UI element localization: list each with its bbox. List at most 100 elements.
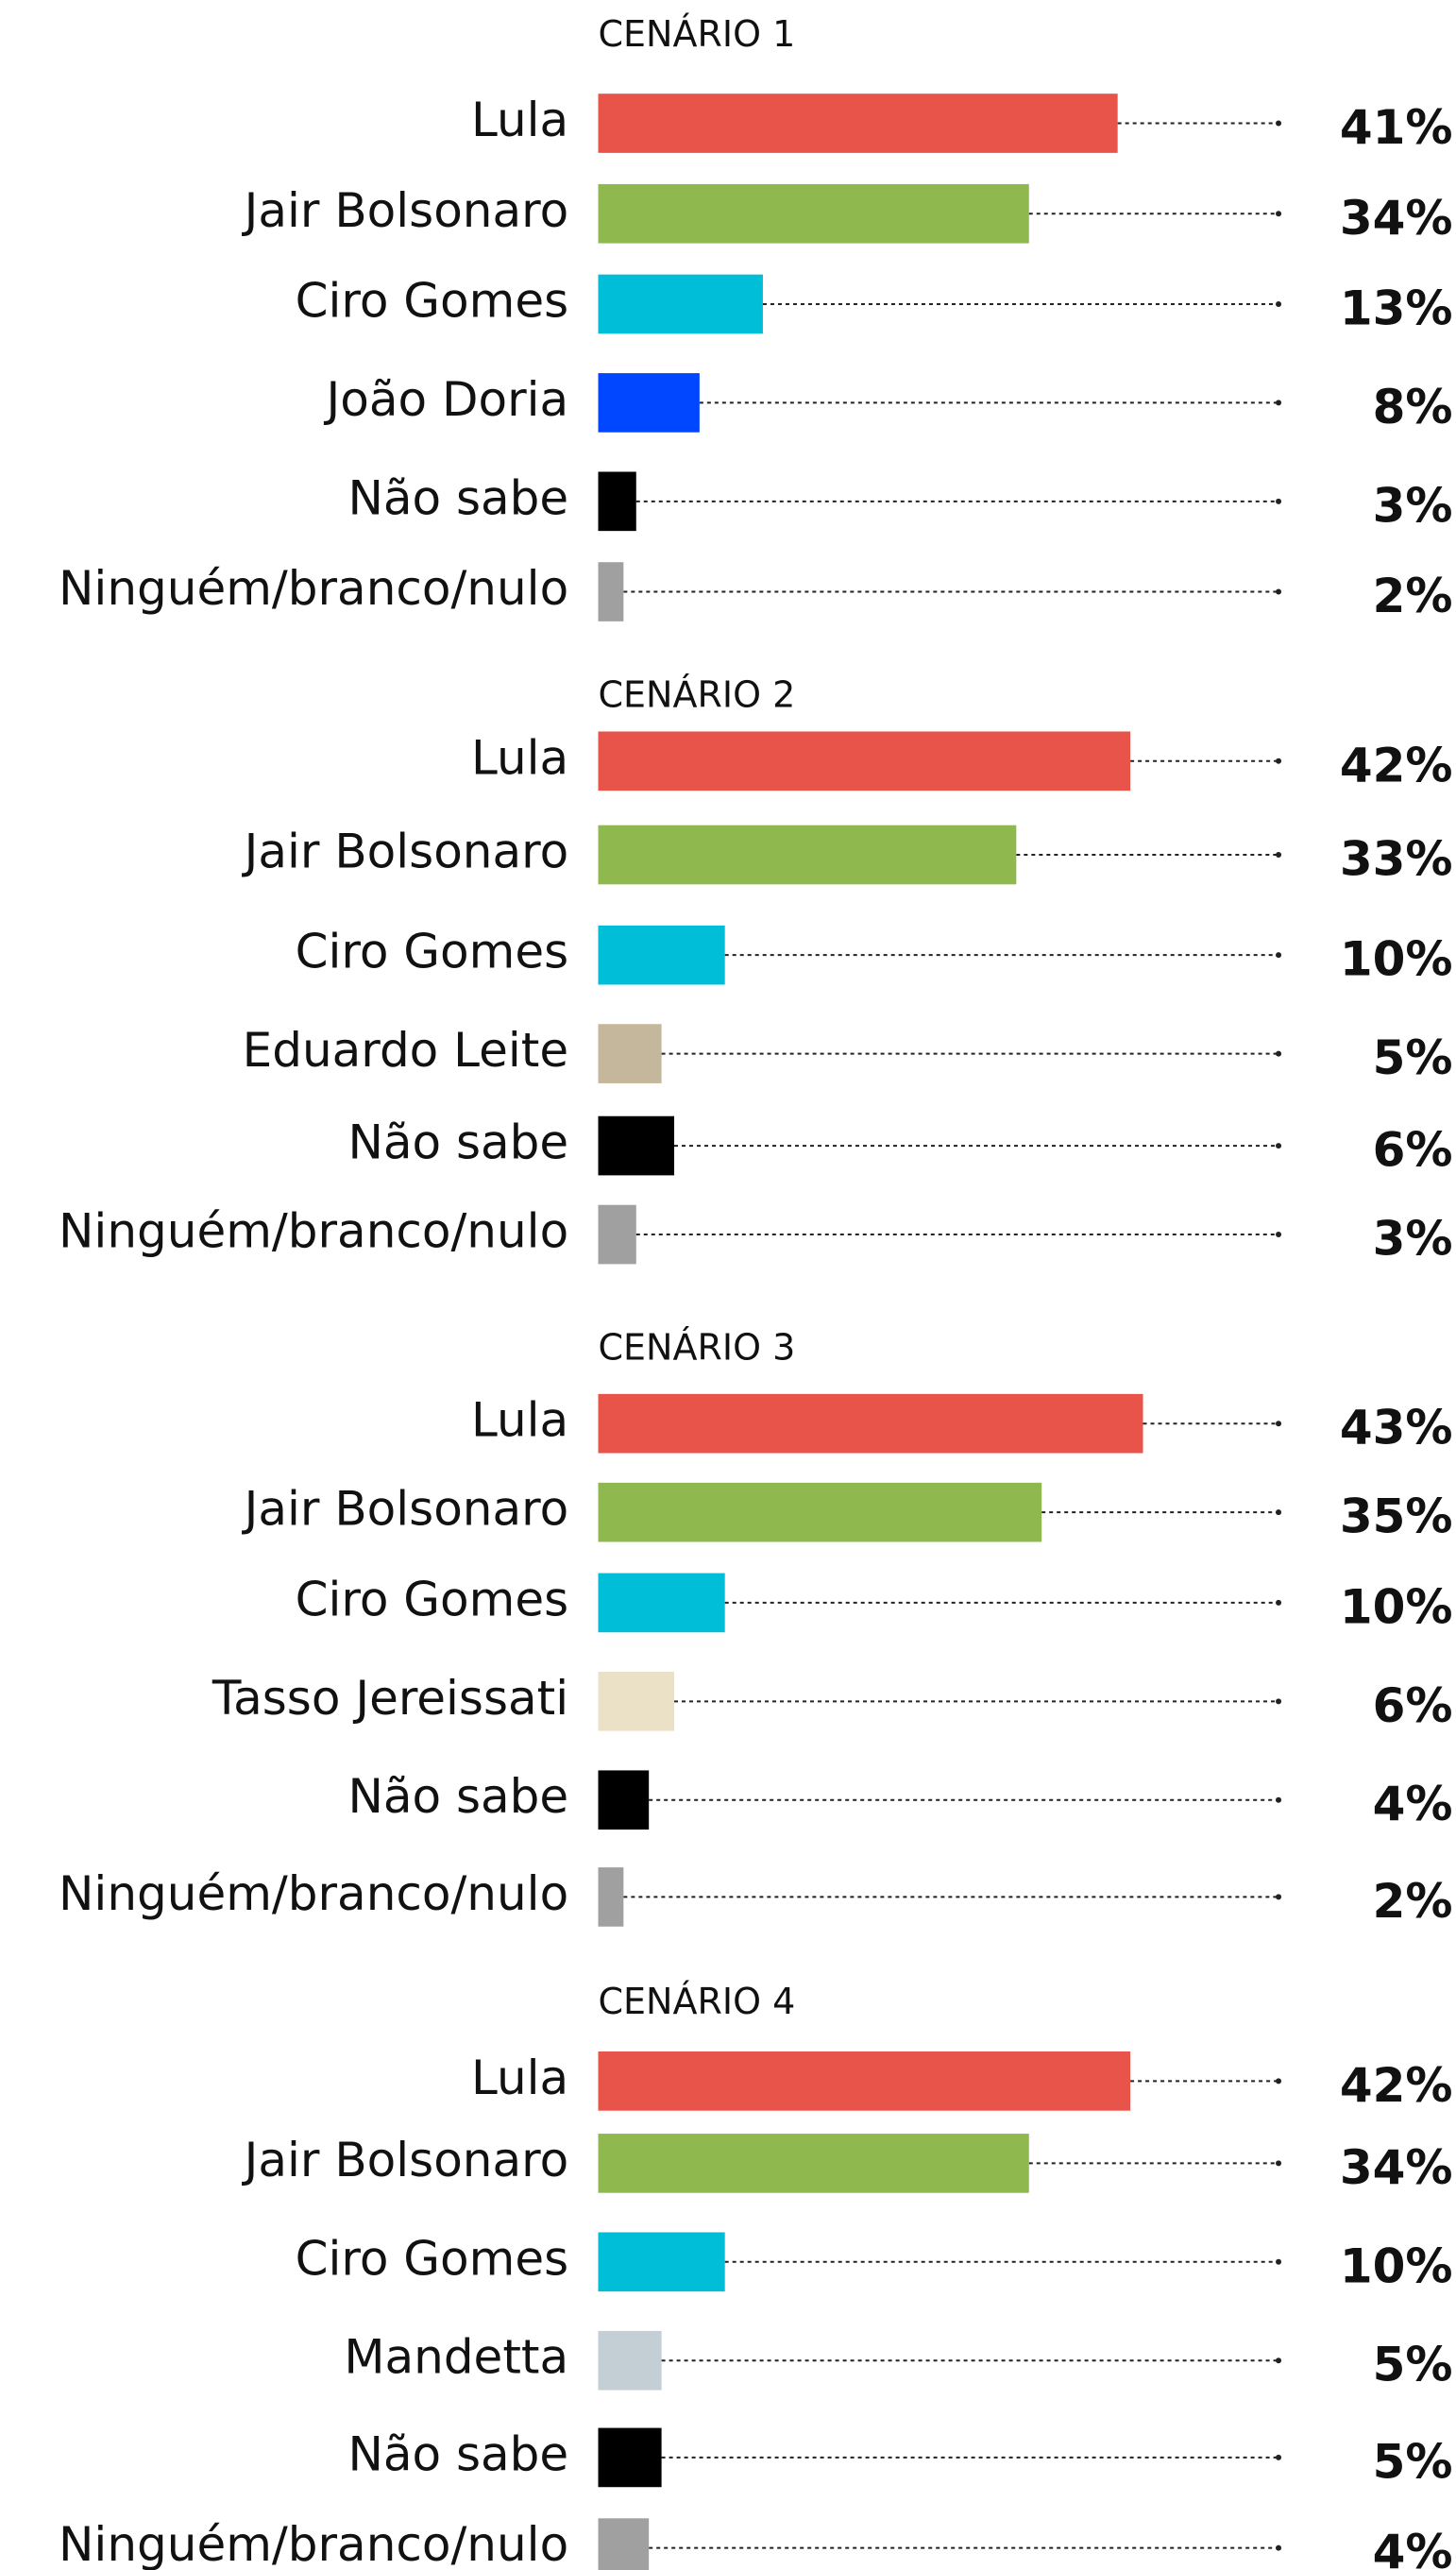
category-label: Ninguém/branco/nulo [59, 561, 568, 616]
bar [598, 2427, 662, 2488]
value-label: 34% [1340, 191, 1453, 246]
bar [598, 274, 763, 334]
category-label: Eduardo Leite [243, 1023, 569, 1078]
bar [598, 731, 1131, 791]
value-label: 3% [1373, 478, 1453, 533]
leader-dot [1276, 2454, 1282, 2460]
category-label: Jair Bolsonaro [242, 2133, 569, 2187]
value-label: 5% [1373, 1030, 1453, 1085]
scenario-title: CENÁRIO 1 [599, 13, 796, 55]
bar [598, 2330, 662, 2391]
bar [598, 2051, 1131, 2111]
leader-dot [1276, 400, 1282, 406]
category-label: Ninguém/branco/nulo [59, 2517, 568, 2570]
leader-dot [1276, 300, 1282, 307]
leader-dot [1276, 1143, 1282, 1149]
category-label: Lula [471, 1393, 568, 1448]
leader-dot [1276, 1232, 1282, 1238]
leader-dot [1276, 1050, 1282, 1057]
leader-dot [1276, 120, 1282, 127]
value-label: 4% [1373, 1777, 1453, 1831]
bar [598, 1115, 675, 1176]
category-label: Ciro Gomes [296, 1572, 569, 1626]
leader-dot [1276, 952, 1282, 959]
value-label: 42% [1340, 738, 1453, 792]
category-label: Lula [471, 93, 568, 147]
bar [598, 1573, 725, 1633]
leader-dot [1276, 1894, 1282, 1900]
category-label: Ciro Gomes [296, 2231, 569, 2286]
leader-dot [1276, 1509, 1282, 1516]
category-label: Não sabe [347, 1769, 568, 1824]
bar [598, 2232, 725, 2292]
bar [598, 1482, 1042, 1542]
value-label: 43% [1340, 1401, 1453, 1455]
value-label: 34% [1340, 2140, 1453, 2195]
category-label: Ciro Gomes [296, 273, 569, 328]
leader-dot [1276, 588, 1282, 595]
leader-dot [1276, 1698, 1282, 1705]
bar [598, 1671, 675, 1731]
value-label: 2% [1373, 1874, 1453, 1929]
category-label: Lula [471, 730, 568, 785]
bar [598, 94, 1118, 153]
leader-dot [1276, 498, 1282, 504]
leader-dot [1276, 2544, 1282, 2551]
bar [598, 1770, 650, 1830]
value-label: 13% [1340, 281, 1453, 335]
bar [598, 825, 1017, 885]
scenario-title: CENÁRIO 4 [599, 1981, 796, 2022]
value-label: 41% [1340, 100, 1453, 155]
bar [598, 2518, 650, 2570]
value-label: 6% [1373, 1123, 1453, 1178]
leader-dot [1276, 1796, 1282, 1803]
category-label: Não sabe [347, 470, 568, 525]
bar [598, 925, 725, 985]
value-label: 35% [1340, 1489, 1453, 1544]
bar [598, 1204, 636, 1265]
bar [598, 2134, 1029, 2193]
leader-dot [1276, 211, 1282, 217]
bar [598, 183, 1029, 244]
value-label: 10% [1340, 932, 1453, 987]
category-label: Jair Bolsonaro [242, 825, 569, 879]
value-label: 42% [1340, 2058, 1453, 2113]
bar [598, 373, 700, 433]
bar [598, 1867, 624, 1927]
category-label: Ninguém/branco/nulo [59, 1866, 568, 1921]
value-label: 5% [1373, 2434, 1453, 2489]
leader-dot [1276, 2258, 1282, 2265]
category-label: Tasso Jereissati [212, 1671, 568, 1726]
value-label: 10% [1340, 1579, 1453, 1634]
value-label: 2% [1373, 569, 1453, 623]
category-label: João Doria [324, 372, 569, 427]
category-label: Não sabe [347, 2426, 568, 2481]
value-label: 6% [1373, 1678, 1453, 1733]
category-label: Mandetta [344, 2330, 568, 2385]
scenario-title: CENÁRIO 3 [599, 1326, 796, 1368]
category-label: Ninguém/branco/nulo [59, 1204, 568, 1259]
category-label: Jair Bolsonaro [242, 183, 569, 238]
leader-dot [1276, 1599, 1282, 1606]
value-label: 4% [1373, 2525, 1453, 2570]
leader-dot [1276, 2160, 1282, 2167]
bar [598, 562, 624, 621]
category-label: Jair Bolsonaro [242, 1482, 569, 1537]
bar [598, 1024, 662, 1083]
bar [598, 1393, 1143, 1454]
value-label: 10% [1340, 2238, 1453, 2293]
value-label: 33% [1340, 832, 1453, 887]
category-label: Não sabe [347, 1115, 568, 1170]
scenario-title: CENÁRIO 2 [599, 673, 796, 715]
value-label: 8% [1373, 380, 1453, 434]
value-label: 3% [1373, 1212, 1453, 1267]
category-label: Lula [471, 2051, 568, 2105]
leader-dot [1276, 852, 1282, 859]
leader-dot [1276, 1421, 1282, 1427]
leader-dot [1276, 2078, 1282, 2085]
bar [598, 471, 636, 532]
category-label: Ciro Gomes [296, 925, 569, 979]
leader-dot [1276, 2357, 1282, 2364]
leader-dot [1276, 757, 1282, 764]
